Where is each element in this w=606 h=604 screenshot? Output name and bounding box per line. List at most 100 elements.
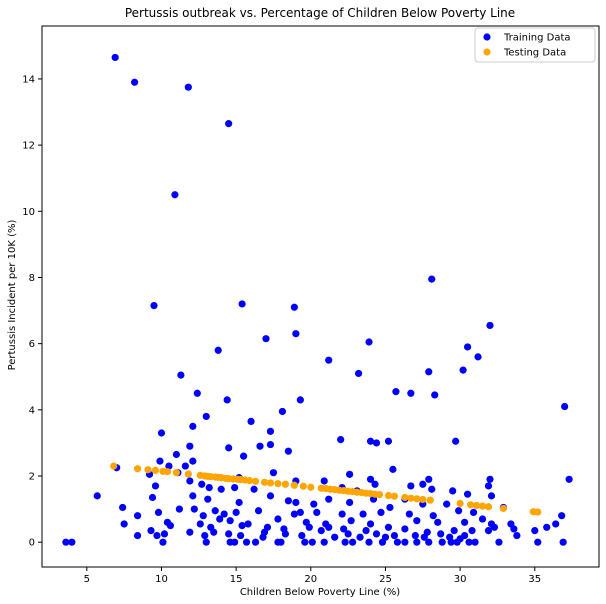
training-point — [186, 477, 194, 485]
training-point — [254, 507, 263, 515]
training-point — [305, 523, 313, 531]
x-tick-label: 5 — [84, 574, 90, 585]
training-point — [411, 531, 419, 540]
training-point — [201, 531, 209, 540]
testing-point — [426, 496, 434, 504]
training-point — [471, 538, 479, 546]
x-tick-label: 20 — [304, 574, 317, 585]
training-point — [193, 389, 201, 397]
training-point — [256, 442, 264, 450]
testing-point — [172, 469, 180, 477]
training-point — [296, 396, 304, 404]
training-point — [495, 538, 503, 546]
training-point — [266, 440, 275, 449]
testing-point — [401, 493, 409, 502]
training-point — [552, 520, 560, 528]
training-point — [210, 528, 218, 536]
training-point — [235, 498, 243, 507]
training-point — [292, 330, 300, 338]
testing-data-series — [110, 462, 542, 516]
x-tick-label: 35 — [528, 574, 541, 585]
training-point — [156, 457, 164, 465]
training-point — [231, 538, 239, 546]
training-point — [308, 538, 316, 546]
training-point — [133, 531, 142, 540]
training-point — [425, 368, 433, 376]
training-point — [340, 525, 348, 533]
training-point — [393, 538, 401, 546]
training-point — [362, 527, 370, 535]
training-point — [298, 531, 306, 540]
training-point — [189, 457, 197, 465]
training-point — [320, 538, 328, 546]
training-point — [177, 371, 185, 379]
training-point — [425, 475, 433, 483]
training-point — [486, 321, 494, 330]
training-point — [478, 515, 487, 523]
training-point — [455, 507, 463, 515]
y-tick-label: 0 — [29, 538, 35, 549]
training-point — [181, 462, 189, 470]
training-point — [431, 391, 439, 399]
training-point — [68, 538, 76, 546]
training-point — [166, 522, 175, 530]
training-point — [346, 498, 354, 507]
training-point — [365, 338, 373, 346]
x-tick-label: 25 — [379, 574, 392, 585]
training-point — [111, 53, 119, 62]
testing-point — [299, 482, 307, 490]
training-point — [223, 396, 231, 404]
training-point — [372, 530, 381, 538]
training-point — [238, 300, 246, 308]
training-point — [274, 515, 282, 523]
training-point — [225, 444, 233, 452]
training-point — [262, 335, 270, 343]
plot-frame — [41, 25, 600, 568]
training-point — [151, 482, 160, 490]
training-point — [317, 527, 325, 535]
training-point — [204, 495, 212, 503]
training-point — [543, 523, 551, 531]
training-point — [447, 538, 455, 546]
training-point — [259, 533, 267, 541]
training-point — [356, 533, 364, 541]
training-point — [392, 388, 400, 396]
testing-point — [163, 468, 172, 476]
training-point — [331, 533, 339, 541]
training-point — [250, 485, 258, 493]
training-point — [325, 523, 333, 531]
training-point — [281, 530, 290, 538]
training-point — [310, 500, 318, 508]
training-point — [159, 538, 167, 546]
training-point — [266, 492, 275, 500]
training-point — [377, 508, 385, 516]
training-point — [420, 533, 428, 541]
training-point — [325, 356, 333, 364]
training-point — [463, 490, 472, 498]
training-point — [378, 538, 387, 546]
training-point — [277, 538, 285, 546]
testing-point — [184, 470, 192, 478]
training-point — [401, 525, 409, 533]
training-point — [428, 275, 436, 283]
training-point — [189, 422, 197, 430]
training-point — [296, 508, 304, 516]
training-point — [244, 520, 252, 528]
training-point — [344, 530, 352, 538]
training-point — [292, 498, 300, 507]
testing-point — [534, 508, 542, 516]
training-point — [490, 523, 499, 531]
training-point — [266, 427, 275, 435]
y-axis-ticks: 0 2 4 6 8 10 12 14 — [22, 74, 42, 549]
training-point — [130, 78, 139, 86]
training-point — [390, 531, 399, 540]
legend-training-marker — [483, 33, 491, 41]
training-point — [437, 530, 445, 538]
testing-point — [413, 495, 421, 503]
training-point — [559, 538, 567, 546]
training-point — [389, 465, 397, 473]
training-point — [238, 522, 246, 530]
testing-point — [499, 504, 508, 513]
testing-point — [274, 480, 282, 488]
training-point — [407, 389, 415, 397]
